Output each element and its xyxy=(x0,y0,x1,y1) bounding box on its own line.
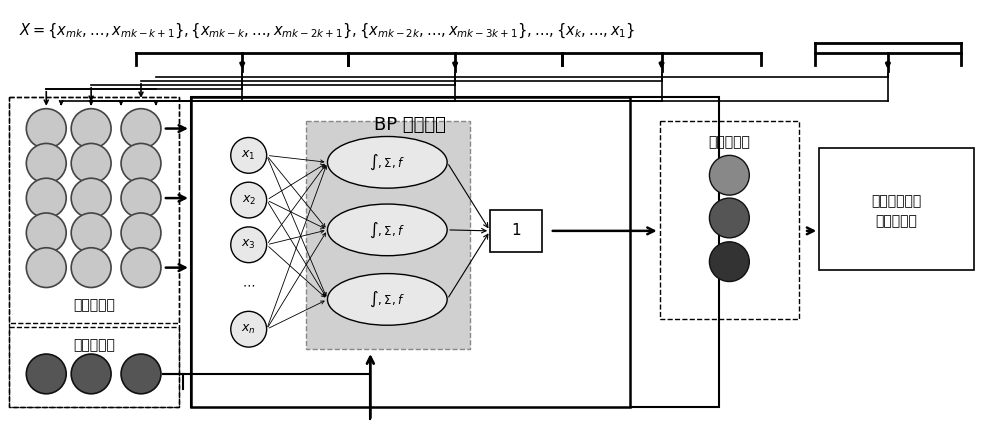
Circle shape xyxy=(71,354,111,394)
Circle shape xyxy=(709,198,749,238)
Circle shape xyxy=(26,178,66,218)
Text: $x_1$: $x_1$ xyxy=(241,149,256,162)
Circle shape xyxy=(71,143,111,183)
Circle shape xyxy=(231,311,267,347)
Text: $\cdots$: $\cdots$ xyxy=(242,278,255,291)
Circle shape xyxy=(121,248,161,287)
Bar xyxy=(9,97,179,323)
Bar xyxy=(660,121,799,319)
Circle shape xyxy=(121,213,161,253)
Text: $X = \{x_{mk},\ldots,x_{mk-k+1}\},$$\{x_{mk-k},\ldots,x_{mk-2k+1}\},$$\{x_{mk-2k: $X = \{x_{mk},\ldots,x_{mk-k+1}\},$$\{x_… xyxy=(19,22,636,41)
Text: BP 神经网络: BP 神经网络 xyxy=(374,116,446,134)
Text: $x_3$: $x_3$ xyxy=(241,238,256,252)
Circle shape xyxy=(71,178,111,218)
Bar xyxy=(490,210,542,252)
Circle shape xyxy=(71,248,111,287)
Circle shape xyxy=(71,109,111,149)
Circle shape xyxy=(71,213,111,253)
Bar xyxy=(9,97,179,407)
Ellipse shape xyxy=(327,204,447,256)
Circle shape xyxy=(121,109,161,149)
Bar xyxy=(191,97,630,407)
Circle shape xyxy=(231,138,267,173)
Text: $x_n$: $x_n$ xyxy=(241,323,256,336)
Ellipse shape xyxy=(327,273,447,325)
Text: $\int,\Sigma,f$: $\int,\Sigma,f$ xyxy=(369,290,405,309)
Text: 故障样本组: 故障样本组 xyxy=(73,338,115,352)
Text: $x_2$: $x_2$ xyxy=(242,194,256,207)
Circle shape xyxy=(121,354,161,394)
Bar xyxy=(819,149,974,270)
Text: 支持向量机故: 支持向量机故 xyxy=(871,194,922,208)
Circle shape xyxy=(231,227,267,262)
Circle shape xyxy=(26,248,66,287)
Circle shape xyxy=(26,354,66,394)
Text: 正常样本组: 正常样本组 xyxy=(73,298,115,312)
Circle shape xyxy=(26,143,66,183)
Ellipse shape xyxy=(327,136,447,188)
Text: 性能偏移量: 性能偏移量 xyxy=(708,135,750,149)
Text: $\int,\Sigma,f$: $\int,\Sigma,f$ xyxy=(369,220,405,240)
Bar xyxy=(191,97,719,407)
Bar xyxy=(9,327,179,407)
Bar xyxy=(306,121,470,349)
Circle shape xyxy=(26,213,66,253)
Circle shape xyxy=(709,155,749,195)
Circle shape xyxy=(709,242,749,281)
Text: 1: 1 xyxy=(511,223,521,238)
Circle shape xyxy=(26,109,66,149)
Text: $\int,\Sigma,f$: $\int,\Sigma,f$ xyxy=(369,153,405,172)
Circle shape xyxy=(121,178,161,218)
Text: 障分类模型: 障分类模型 xyxy=(875,214,917,228)
Circle shape xyxy=(231,182,267,218)
Circle shape xyxy=(121,143,161,183)
